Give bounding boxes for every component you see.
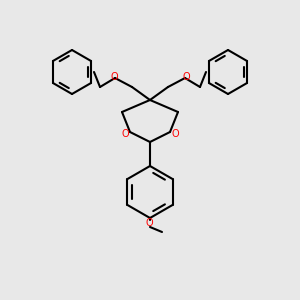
Text: O: O bbox=[182, 72, 190, 82]
Text: O: O bbox=[171, 129, 179, 139]
Text: O: O bbox=[145, 218, 153, 228]
Text: O: O bbox=[121, 129, 129, 139]
Text: O: O bbox=[110, 72, 118, 82]
